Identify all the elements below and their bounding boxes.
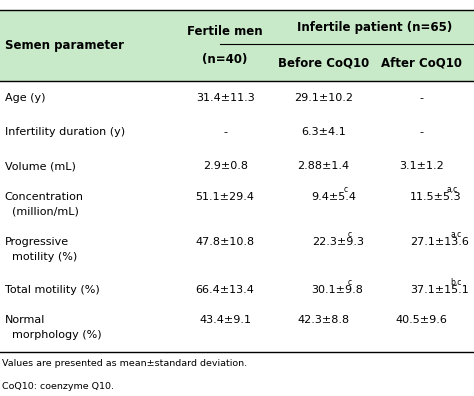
Text: 6.3±4.1: 6.3±4.1 [301,127,346,137]
Text: Fertile men: Fertile men [187,25,263,38]
Bar [0,10,474,81]
Text: Total motility (%): Total motility (%) [5,285,100,295]
Text: Normal: Normal [5,315,45,326]
Text: a,c: a,c [446,185,457,194]
Text: 2.9±0.8: 2.9±0.8 [203,161,247,171]
Text: Volume (mL): Volume (mL) [5,161,76,171]
Text: 2.88±1.4: 2.88±1.4 [298,161,349,171]
Text: Before CoQ10: Before CoQ10 [278,56,369,69]
Text: c: c [347,230,352,239]
Text: a,c: a,c [450,230,462,239]
Text: CoQ10: coenzyme Q10.: CoQ10: coenzyme Q10. [2,382,114,391]
Text: 29.1±10.2: 29.1±10.2 [294,93,353,103]
Text: 27.1±13.6: 27.1±13.6 [410,236,469,247]
Text: Progressive: Progressive [5,236,69,247]
Text: b,c: b,c [450,278,462,287]
Text: 3.1±1.2: 3.1±1.2 [400,161,444,171]
Text: 43.4±9.1: 43.4±9.1 [199,315,251,326]
Text: c: c [343,185,347,194]
Text: (million/mL): (million/mL) [5,207,79,217]
Text: -: - [420,127,424,137]
Text: Values are presented as mean±standard deviation.: Values are presented as mean±standard de… [2,359,247,368]
Text: -: - [420,93,424,103]
Text: 40.5±9.6: 40.5±9.6 [396,315,448,326]
Text: After CoQ10: After CoQ10 [382,56,462,69]
Text: 9.4±5.4: 9.4±5.4 [311,192,356,202]
Text: 31.4±11.3: 31.4±11.3 [196,93,255,103]
Text: 11.5±5.3: 11.5±5.3 [410,192,462,202]
Text: Infertility duration (y): Infertility duration (y) [5,127,125,137]
Text: motility (%): motility (%) [5,251,77,262]
Text: 51.1±29.4: 51.1±29.4 [196,192,255,202]
Text: 47.8±10.8: 47.8±10.8 [196,236,255,247]
Text: c: c [347,278,352,287]
Text: Age (y): Age (y) [5,93,45,103]
Text: 42.3±8.8: 42.3±8.8 [298,315,349,326]
Text: 22.3±9.3: 22.3±9.3 [311,236,364,247]
Text: 30.1±9.8: 30.1±9.8 [311,285,364,295]
Text: -: - [223,127,227,137]
Text: 37.1±15.1: 37.1±15.1 [410,285,469,295]
Text: Semen parameter: Semen parameter [5,39,124,52]
Text: morphology (%): morphology (%) [5,330,101,341]
Text: Concentration: Concentration [5,192,84,202]
Text: (n=40): (n=40) [202,53,248,66]
Text: Infertile patient (n=65): Infertile patient (n=65) [297,21,452,34]
Text: 66.4±13.4: 66.4±13.4 [196,285,255,295]
